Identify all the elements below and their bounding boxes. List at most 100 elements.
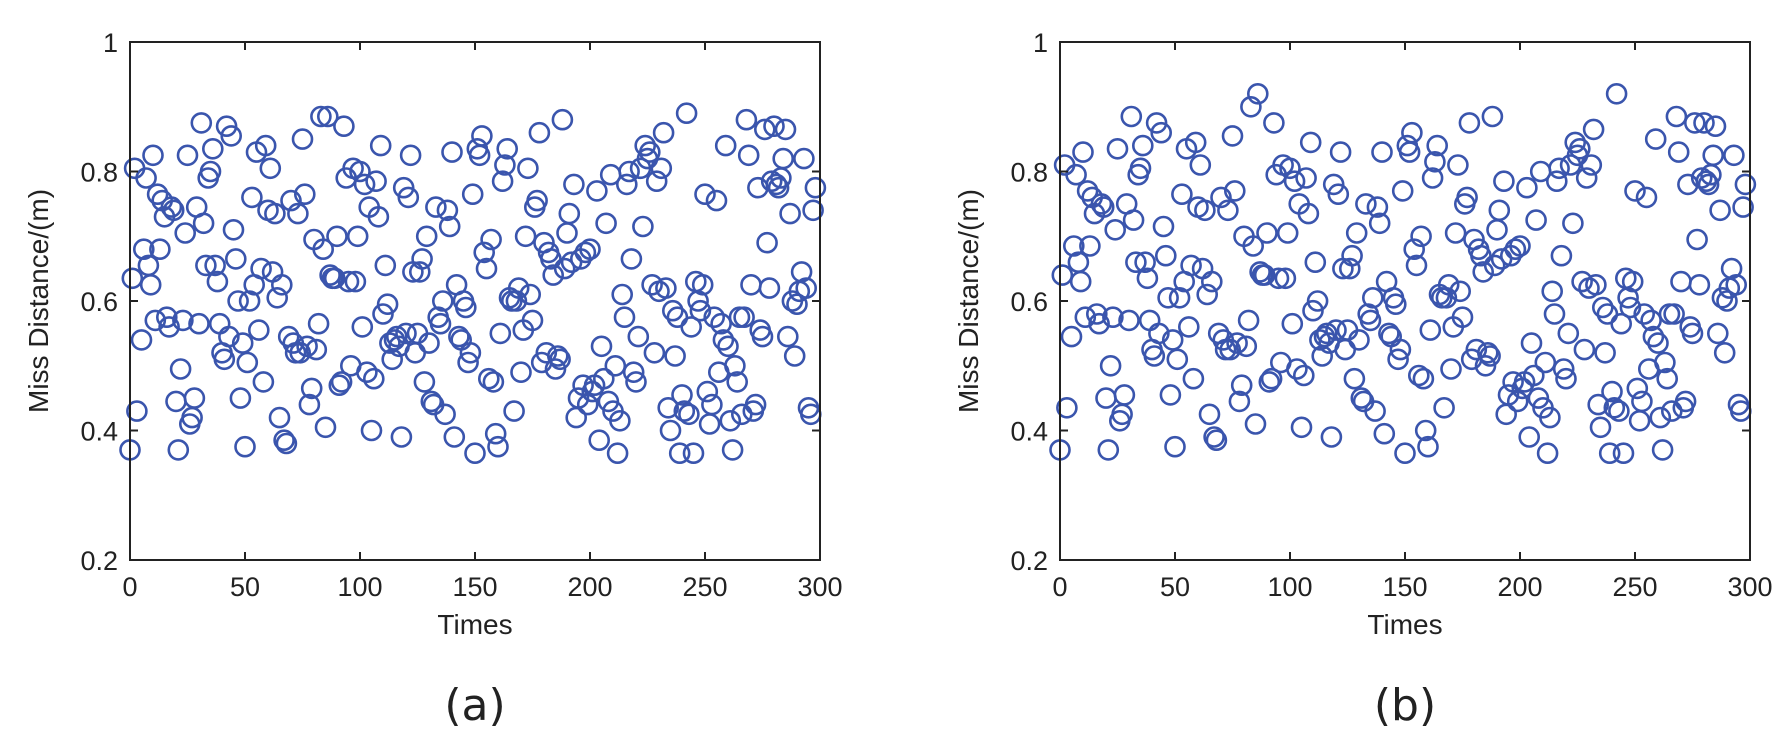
y-tick-label: 1 [103, 28, 118, 58]
data-point [655, 277, 677, 299]
data-point [659, 419, 682, 442]
data-point [169, 358, 192, 380]
data-point [666, 306, 689, 329]
y-tick-label: 0.8 [80, 158, 118, 188]
data-point [1157, 286, 1179, 309]
data-point [1237, 309, 1260, 332]
y-tick-label: 0.4 [1010, 417, 1048, 447]
x-tick-label: 300 [1727, 572, 1772, 602]
data-point [1051, 264, 1074, 286]
data-point [703, 306, 726, 329]
data-point [160, 196, 183, 218]
y-tick-label: 0.2 [80, 546, 118, 576]
data-point [1191, 257, 1214, 280]
data-point [1702, 144, 1724, 167]
data-point [374, 254, 397, 277]
data-point [632, 215, 654, 238]
data-point [372, 303, 394, 325]
data-point [443, 426, 466, 448]
data-point [461, 183, 484, 205]
data-point [1274, 267, 1297, 290]
data-point [1325, 319, 1347, 341]
data-point [1281, 312, 1304, 335]
data-point [1230, 374, 1253, 397]
data-point [1136, 267, 1159, 290]
data-point [316, 105, 339, 128]
data-point [1097, 439, 1120, 461]
data-point [1118, 309, 1140, 332]
data-point [1398, 141, 1421, 163]
data-point [1465, 338, 1488, 361]
data-point [220, 125, 242, 147]
data-point [330, 371, 353, 393]
data-point [1539, 406, 1561, 429]
data-point [728, 306, 751, 329]
data-point [413, 371, 436, 393]
data-point [1088, 312, 1110, 335]
data-point [1249, 261, 1271, 283]
data-point [1435, 286, 1458, 309]
data-point [1405, 254, 1428, 277]
data-point [202, 138, 224, 160]
data-point [680, 316, 703, 338]
data-point [1488, 199, 1511, 222]
data-point [418, 332, 440, 354]
data-point [1594, 341, 1616, 364]
data-point [231, 332, 254, 354]
data-point [471, 125, 493, 147]
data-point [385, 325, 408, 348]
x-tick-label: 0 [122, 572, 137, 602]
data-point [1219, 338, 1241, 361]
data-point [613, 306, 636, 329]
data-point [1166, 348, 1189, 371]
data-point [126, 400, 148, 422]
data-point [158, 316, 180, 338]
data-point [1132, 134, 1154, 157]
data-point [215, 115, 238, 137]
data-point [1260, 367, 1283, 390]
data-point [496, 138, 519, 160]
data-point [505, 290, 528, 312]
data-point [638, 141, 661, 163]
data-point [1159, 384, 1182, 406]
data-point [192, 212, 215, 235]
data-point [190, 112, 213, 134]
x-tick-label: 200 [567, 572, 612, 602]
data-point [1437, 273, 1460, 296]
data-point [714, 134, 737, 157]
data-point [682, 442, 705, 465]
data-point [1371, 141, 1393, 163]
data-point [312, 238, 335, 260]
data-point [1336, 319, 1359, 341]
data-point [1635, 186, 1658, 209]
data-point [643, 341, 666, 364]
data-point [1723, 144, 1745, 167]
data-point [1171, 183, 1193, 205]
data-point [546, 345, 569, 367]
data-point [1368, 212, 1391, 235]
data-point [259, 157, 282, 180]
data-point [514, 225, 537, 248]
data-point [1589, 416, 1612, 439]
data-point [1348, 329, 1370, 351]
data-point [767, 176, 790, 199]
data-point [1226, 332, 1248, 354]
data-point [328, 374, 351, 397]
data-point [123, 157, 146, 180]
data-point [1665, 105, 1688, 128]
data-point [1633, 303, 1655, 325]
data-point [1656, 367, 1678, 390]
data-point [376, 293, 399, 316]
data-point [1644, 128, 1667, 150]
data-point [1419, 319, 1442, 341]
x-tick-label: 100 [337, 572, 382, 602]
data-point [1161, 329, 1184, 351]
data-point [678, 403, 700, 426]
data-point [1189, 154, 1212, 176]
data-point [1592, 296, 1614, 319]
data-point [1631, 390, 1653, 413]
data-point [275, 432, 298, 455]
data-point [1309, 329, 1331, 351]
data-point [776, 325, 799, 348]
data-point [252, 371, 275, 393]
